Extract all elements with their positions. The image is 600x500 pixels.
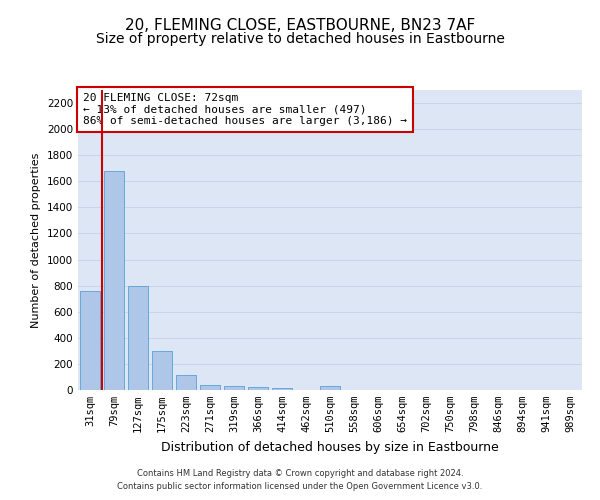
Text: Contains HM Land Registry data © Crown copyright and database right 2024.: Contains HM Land Registry data © Crown c… <box>137 468 463 477</box>
Text: 20 FLEMING CLOSE: 72sqm
← 13% of detached houses are smaller (497)
86% of semi-d: 20 FLEMING CLOSE: 72sqm ← 13% of detache… <box>83 93 407 126</box>
Text: 20, FLEMING CLOSE, EASTBOURNE, BN23 7AF: 20, FLEMING CLOSE, EASTBOURNE, BN23 7AF <box>125 18 475 32</box>
Text: Contains public sector information licensed under the Open Government Licence v3: Contains public sector information licen… <box>118 482 482 491</box>
Bar <box>224 386 244 390</box>
Bar <box>200 385 220 390</box>
Text: Size of property relative to detached houses in Eastbourne: Size of property relative to detached ho… <box>95 32 505 46</box>
Y-axis label: Number of detached properties: Number of detached properties <box>31 152 41 328</box>
Bar <box>176 375 196 390</box>
Bar <box>272 388 292 390</box>
Bar <box>152 351 172 390</box>
Bar <box>248 387 268 390</box>
Bar <box>320 386 340 390</box>
X-axis label: Distribution of detached houses by size in Eastbourne: Distribution of detached houses by size … <box>161 440 499 454</box>
Bar <box>128 286 148 390</box>
Bar <box>104 171 124 390</box>
Bar <box>80 291 100 390</box>
